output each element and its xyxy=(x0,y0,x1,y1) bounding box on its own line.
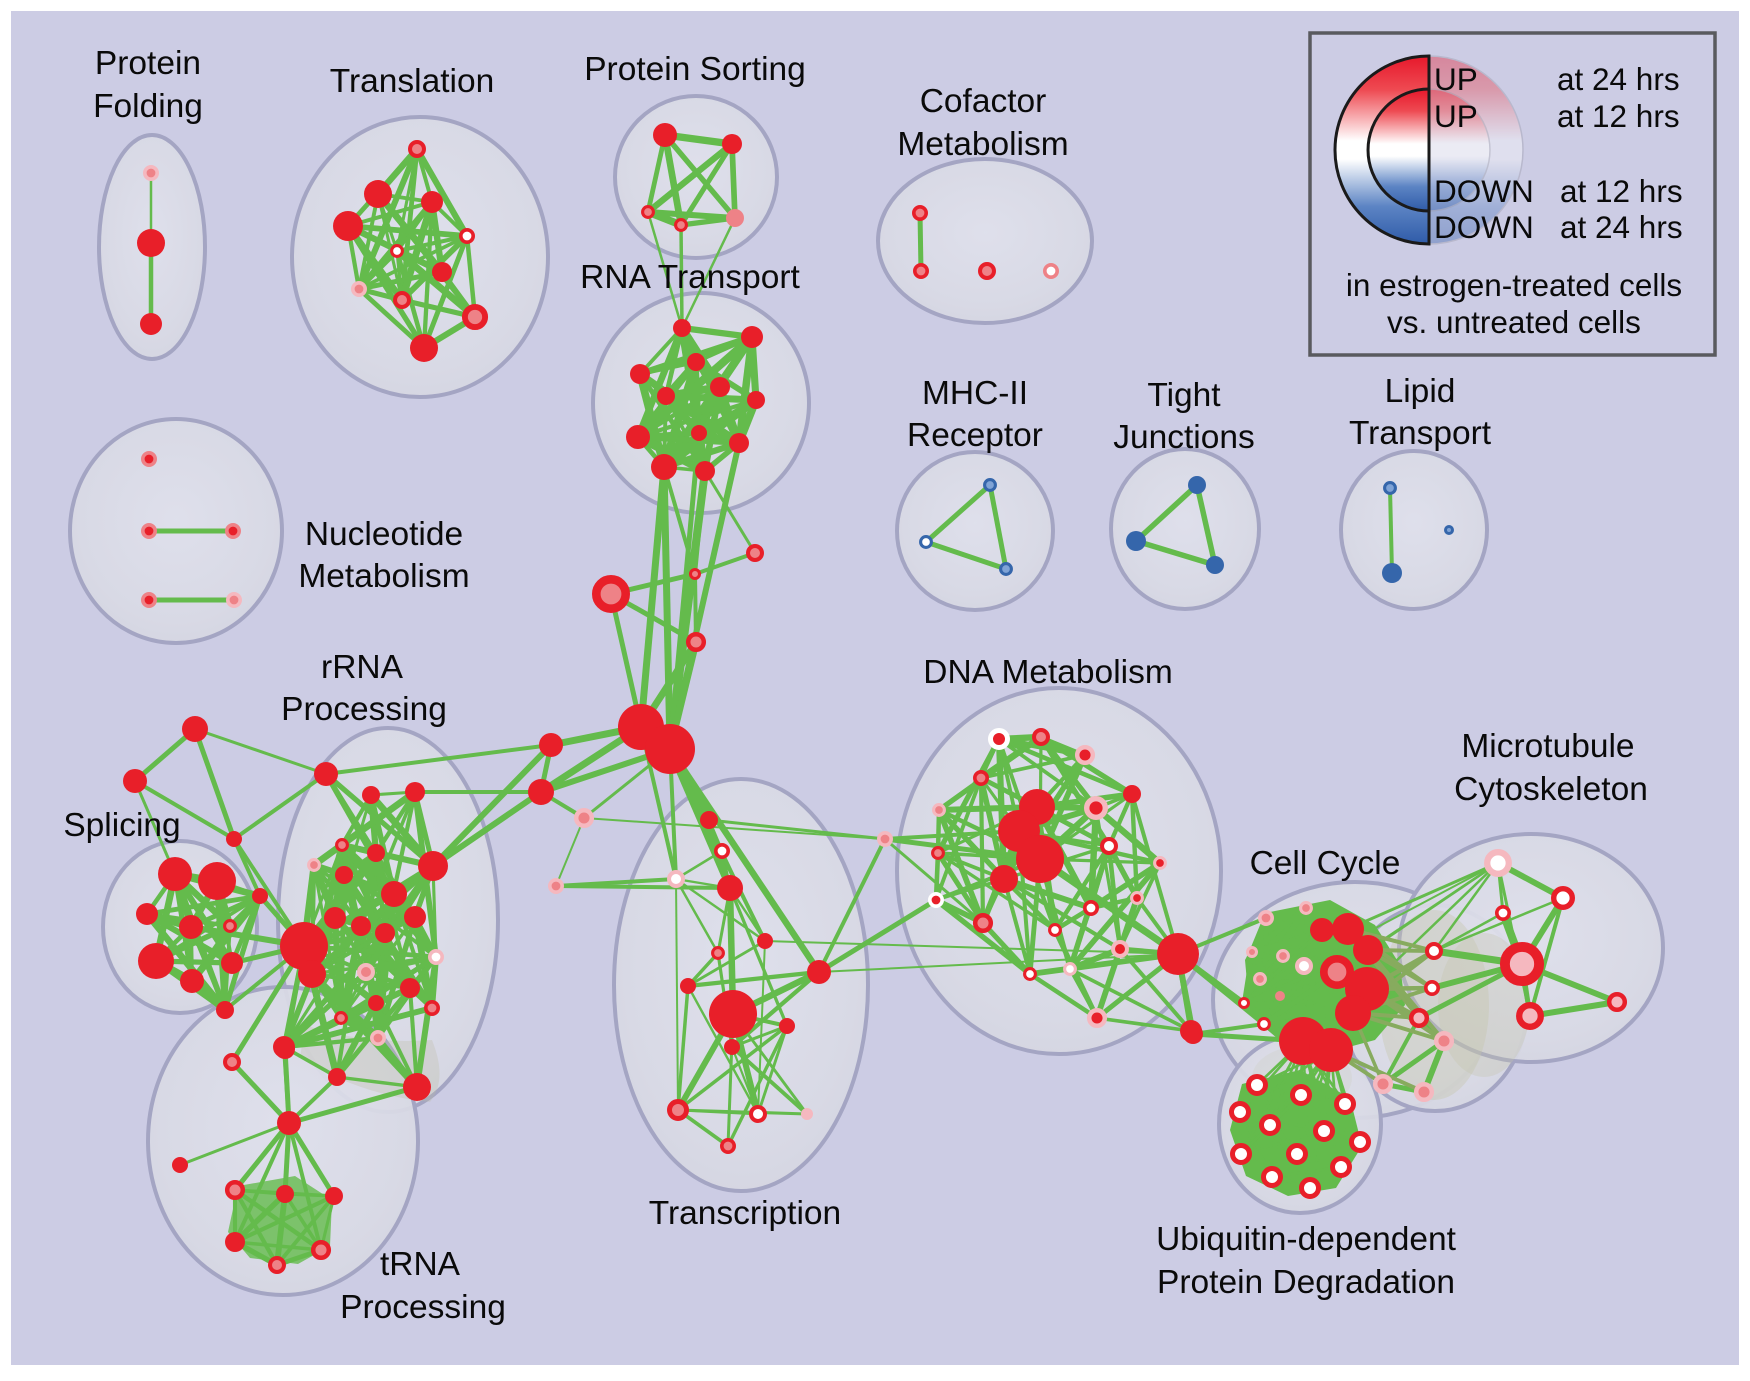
svg-text:DOWN: DOWN xyxy=(1434,173,1534,209)
svg-text:Processing: Processing xyxy=(340,1289,506,1326)
svg-text:Junctions: Junctions xyxy=(1113,419,1255,456)
svg-text:Protein Degradation: Protein Degradation xyxy=(1157,1264,1455,1301)
svg-text:Microtubule: Microtubule xyxy=(1461,728,1634,765)
svg-text:at 12 hrs: at 12 hrs xyxy=(1557,98,1680,134)
svg-text:at 24 hrs: at 24 hrs xyxy=(1560,209,1683,245)
svg-text:Folding: Folding xyxy=(93,88,203,125)
svg-text:rRNA: rRNA xyxy=(321,649,404,686)
svg-text:Cytoskeleton: Cytoskeleton xyxy=(1454,771,1648,808)
svg-text:Protein: Protein xyxy=(95,45,201,82)
svg-text:Cell Cycle: Cell Cycle xyxy=(1250,845,1401,882)
svg-text:Protein Sorting: Protein Sorting xyxy=(584,51,806,88)
svg-text:Cofactor: Cofactor xyxy=(920,83,1047,120)
svg-text:Lipid: Lipid xyxy=(1385,373,1456,410)
svg-text:Translation: Translation xyxy=(330,63,494,100)
svg-text:Transcription: Transcription xyxy=(649,1195,841,1232)
svg-text:UP: UP xyxy=(1434,61,1478,97)
svg-text:Receptor: Receptor xyxy=(907,417,1043,454)
svg-text:DOWN: DOWN xyxy=(1434,209,1534,245)
svg-text:tRNA: tRNA xyxy=(380,1246,461,1283)
svg-text:at 24 hrs: at 24 hrs xyxy=(1557,61,1680,97)
svg-text:at 12 hrs: at 12 hrs xyxy=(1560,173,1683,209)
svg-text:MHC-II: MHC-II xyxy=(922,375,1028,412)
svg-text:in estrogen-treated cells: in estrogen-treated cells xyxy=(1346,267,1682,303)
svg-text:Splicing: Splicing xyxy=(63,807,180,844)
svg-text:Tight: Tight xyxy=(1147,377,1221,414)
svg-text:UP: UP xyxy=(1434,98,1478,134)
svg-text:Metabolism: Metabolism xyxy=(897,126,1068,163)
svg-text:RNA Transport: RNA Transport xyxy=(580,259,800,296)
svg-text:Nucleotide: Nucleotide xyxy=(305,516,463,553)
svg-text:DNA Metabolism: DNA Metabolism xyxy=(923,654,1172,691)
svg-text:Processing: Processing xyxy=(281,691,447,728)
svg-text:Metabolism: Metabolism xyxy=(298,558,469,595)
svg-text:Transport: Transport xyxy=(1349,415,1492,452)
svg-text:Ubiquitin-dependent: Ubiquitin-dependent xyxy=(1156,1221,1457,1258)
svg-text:vs. untreated cells: vs. untreated cells xyxy=(1387,304,1641,340)
